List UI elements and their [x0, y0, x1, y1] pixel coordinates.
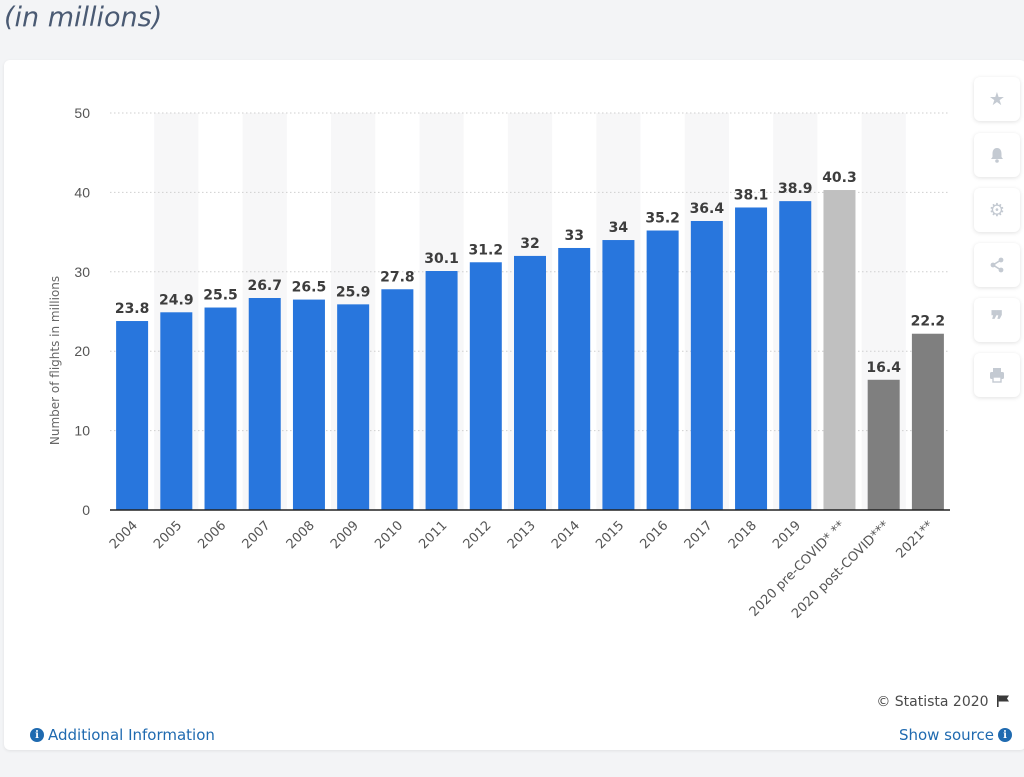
copyright-text: © Statista 2020 — [876, 694, 989, 710]
x-tick-label: 2012 — [461, 518, 495, 552]
quote-icon: ❞ — [990, 306, 1004, 334]
data-label: 31.2 — [469, 242, 504, 258]
copyright: © Statista 2020 — [876, 694, 1010, 710]
x-tick-label: 2016 — [637, 518, 671, 552]
data-label: 16.4 — [866, 360, 901, 376]
bar — [514, 255, 546, 510]
share-button[interactable] — [974, 243, 1020, 287]
bar — [116, 321, 149, 510]
data-label: 35.2 — [645, 211, 680, 227]
bar — [779, 201, 812, 510]
data-label: 34 — [609, 220, 629, 236]
additional-information-label: Additional Information — [48, 726, 215, 744]
bar — [204, 307, 237, 510]
bar — [337, 304, 370, 510]
data-label: 40.3 — [822, 170, 857, 186]
data-label: 30.1 — [424, 251, 459, 267]
gear-icon: ⚙ — [988, 199, 1006, 220]
data-label: 36.4 — [690, 201, 725, 217]
x-tick-label: 2006 — [195, 518, 229, 552]
star-button[interactable]: ★ — [974, 77, 1020, 121]
bar — [911, 333, 944, 510]
bar — [381, 289, 414, 510]
x-tick-label: 2015 — [593, 518, 627, 552]
data-label: 26.5 — [292, 280, 327, 296]
x-tick-label: 2017 — [682, 518, 716, 552]
y-tick-label: 30 — [74, 264, 90, 280]
additional-information-link[interactable]: i Additional Information — [30, 726, 215, 744]
x-tick-label: 2019 — [770, 518, 804, 552]
settings-button[interactable]: ⚙ — [974, 188, 1020, 232]
bar — [867, 379, 900, 510]
x-tick-label: 2008 — [284, 518, 318, 552]
x-tick-label: 2021** — [894, 518, 938, 562]
x-tick-label: 2009 — [328, 518, 362, 552]
bar — [558, 247, 591, 511]
cite-button[interactable]: ❞ — [974, 298, 1020, 342]
data-label: 25.5 — [203, 288, 238, 304]
y-tick-label: 0 — [82, 502, 90, 518]
data-label: 24.9 — [159, 292, 194, 308]
data-label: 33 — [564, 228, 583, 244]
show-source-label: Show source — [898, 726, 994, 744]
bar — [690, 220, 723, 510]
data-label: 32 — [520, 236, 539, 252]
share-icon — [990, 257, 1004, 273]
print-icon — [990, 368, 1004, 383]
x-tick-label: 2011 — [416, 518, 450, 552]
data-label: 27.8 — [380, 269, 415, 285]
data-label: 26.7 — [247, 278, 282, 294]
bar — [735, 207, 768, 510]
data-label: 38.9 — [778, 181, 813, 197]
bar — [160, 312, 193, 510]
data-label: 38.1 — [734, 187, 769, 203]
x-tick-label: 2010 — [372, 518, 406, 552]
flag-icon[interactable] — [996, 695, 1010, 707]
data-label: 23.8 — [115, 301, 150, 317]
x-tick-label: 2005 — [151, 518, 185, 552]
bar — [425, 271, 458, 510]
y-tick-label: 10 — [74, 423, 90, 439]
data-label: 22.2 — [911, 314, 946, 330]
bar — [646, 230, 679, 510]
bar — [602, 240, 635, 511]
print-button[interactable] — [974, 353, 1020, 397]
star-icon: ★ — [988, 88, 1006, 109]
bar — [823, 190, 856, 510]
x-tick-label: 2018 — [726, 518, 760, 552]
data-label: 25.9 — [336, 284, 371, 300]
info-icon: i — [30, 728, 44, 742]
info-icon: i — [998, 728, 1012, 742]
x-tick-label: 2013 — [505, 518, 539, 552]
bell-icon — [991, 148, 1003, 163]
x-tick-label: 2004 — [107, 518, 141, 552]
notification-button[interactable] — [974, 133, 1020, 177]
y-axis-label: Number of flights in millions — [48, 276, 62, 445]
y-tick-label: 20 — [74, 343, 90, 359]
y-tick-label: 50 — [74, 105, 90, 121]
x-tick-label: 2007 — [240, 518, 274, 552]
bar — [469, 262, 502, 510]
x-tick-label: 2014 — [549, 518, 583, 552]
y-tick-label: 40 — [74, 184, 90, 200]
show-source-link[interactable]: Show source i — [899, 726, 1012, 744]
bar — [248, 298, 281, 510]
chart-subtitle: (in millions) — [4, 2, 163, 33]
bar — [292, 299, 325, 510]
